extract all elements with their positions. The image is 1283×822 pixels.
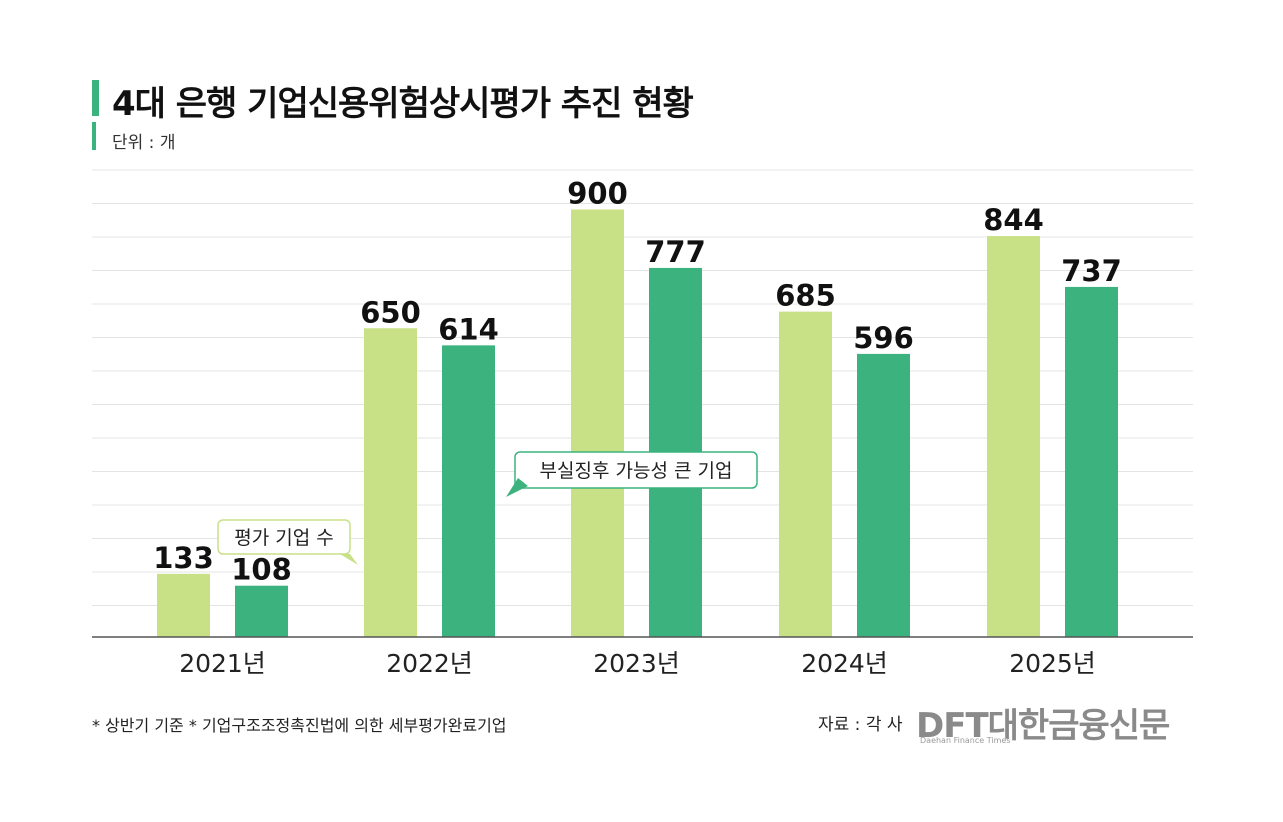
callout-pointer (506, 478, 528, 497)
value-label: 650 (360, 295, 421, 329)
value-label: 900 (567, 177, 628, 211)
value-label: 596 (853, 321, 914, 355)
source-label: 자료 : 각 사 (818, 715, 903, 735)
value-label: 108 (231, 553, 292, 587)
value-label: 777 (645, 235, 706, 269)
bar-series-2 (235, 585, 288, 637)
x-tick-label: 2025년 (1009, 649, 1096, 678)
value-label: 133 (153, 541, 214, 575)
value-labels: 133 108 650 614 900 777 685 596 844 737 (153, 177, 1122, 587)
chart-title: 4대 은행 기업신용위험상시평가 추진 현황 (112, 84, 694, 124)
bar-series-1 (157, 573, 210, 637)
callout-box (514, 451, 758, 489)
value-label: 737 (1061, 254, 1122, 288)
bar-series-1 (364, 328, 417, 637)
callout-pointer (340, 554, 358, 565)
x-tick-label: 2024년 (801, 649, 888, 678)
footnote: * 상반기 기준 * 기업구조조정촉진법에 의한 세부평가완료기업 (92, 716, 507, 735)
bars (157, 209, 1118, 637)
value-label: 614 (438, 312, 499, 346)
bar-series-1 (779, 311, 832, 637)
unit-accent-bar (92, 122, 96, 150)
publisher-logo: DFT대한금융신문 Daehan Finance Times (916, 700, 1198, 746)
x-tick-label: 2023년 (593, 649, 680, 678)
legend-callout-series-2: 부실징후 가능성 큰 기업 (506, 451, 758, 497)
bar-series-1 (987, 236, 1040, 637)
value-label: 844 (983, 203, 1044, 237)
x-tick-label: 2021년 (179, 649, 266, 678)
value-label: 685 (775, 279, 836, 313)
legend-label-series-2: 부실징후 가능성 큰 기업 (540, 460, 733, 482)
bar-series-2 (1065, 286, 1118, 637)
unit-label: 단위 : 개 (112, 133, 176, 153)
legend-label-series-1: 평가 기업 수 (234, 527, 333, 549)
bar-series-2 (857, 353, 910, 637)
logo-text: DFT대한금융신문 (916, 706, 1170, 746)
logo-subtext: Daehan Finance Times (920, 736, 1011, 745)
title-accent-bar (92, 80, 99, 116)
x-axis-ticks: 2021년 2022년 2023년 2024년 2025년 (179, 649, 1096, 678)
bar-series-2 (442, 345, 495, 637)
callout-box (217, 519, 351, 555)
legend-callout-series-1: 평가 기업 수 (217, 519, 358, 565)
x-tick-label: 2022년 (386, 649, 473, 678)
bar-series-1 (571, 209, 624, 637)
